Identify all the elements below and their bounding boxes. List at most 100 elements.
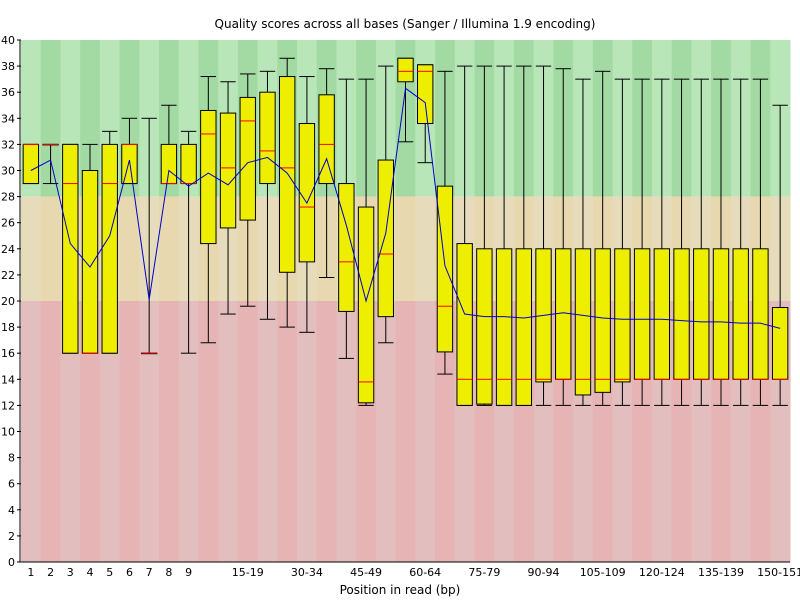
x-tick-label-20: 60-64	[409, 566, 441, 579]
box-body-11	[239, 96, 256, 221]
box-13	[279, 57, 296, 328]
box-body-32	[653, 248, 671, 380]
box-24	[495, 65, 513, 406]
box-21	[436, 70, 454, 375]
chart-title: Quality scores across all bases (Sanger …	[215, 17, 596, 31]
x-tick-label-11: 15-19	[232, 566, 264, 579]
band-2-1	[40, 301, 61, 562]
y-tick-label-11: 22	[1, 269, 15, 282]
band-2-4	[99, 301, 121, 562]
box-body-0	[22, 143, 40, 185]
box-9	[200, 76, 217, 344]
box-4	[101, 130, 118, 354]
box-body-15	[318, 94, 335, 185]
band-2-6	[139, 301, 160, 562]
band-2-21	[435, 301, 456, 562]
x-tick-label-1: 2	[47, 566, 54, 579]
box-11	[239, 73, 256, 307]
box-body-3	[81, 170, 99, 354]
box-body-22	[456, 243, 473, 406]
y-tick-label-17: 34	[1, 112, 15, 125]
box-0	[22, 143, 40, 185]
box-34	[693, 78, 710, 406]
band-2-5	[119, 301, 140, 562]
box-10	[219, 81, 237, 315]
box-body-19	[397, 57, 414, 83]
band-0-3	[80, 40, 101, 197]
box-body-14	[298, 123, 316, 263]
y-tick-label-4: 8	[8, 452, 15, 465]
box-body-23	[476, 248, 493, 405]
box-body-2	[62, 143, 79, 354]
box-body-34	[693, 248, 710, 380]
y-tick-label-12: 24	[1, 243, 15, 256]
x-tick-label-23: 75-79	[468, 566, 500, 579]
x-tick-label-17: 45-49	[350, 566, 382, 579]
band-1-19	[395, 196, 416, 301]
box-31	[633, 78, 651, 406]
box-body-7	[160, 143, 178, 185]
band-2-19	[395, 301, 416, 562]
x-tick-label-2: 3	[67, 566, 74, 579]
box-8	[180, 130, 197, 354]
band-1-1	[40, 196, 61, 301]
x-tick-label-3: 4	[87, 566, 94, 579]
x-tick-label-29: 105-109	[580, 566, 626, 579]
box-2	[62, 143, 79, 354]
y-tick-label-16: 32	[1, 138, 15, 151]
band-2-0	[21, 301, 42, 562]
band-2-14	[297, 301, 318, 562]
box-36	[732, 78, 749, 406]
box-body-25	[515, 248, 532, 406]
box-25	[515, 65, 532, 406]
band-2-20	[415, 301, 436, 562]
band-2-16	[336, 301, 357, 562]
band-0-1	[40, 40, 61, 197]
box-body-38	[771, 307, 789, 380]
x-tick-label-35: 135-139	[698, 566, 744, 579]
y-tick-label-3: 6	[8, 478, 15, 491]
y-tick-label-14: 28	[1, 191, 15, 204]
box-37	[752, 78, 769, 406]
box-33	[673, 78, 690, 406]
x-tick-label-0: 1	[27, 566, 34, 579]
box-23	[476, 65, 493, 406]
box-14	[298, 76, 316, 333]
box-32	[653, 78, 671, 406]
box-38	[771, 104, 789, 406]
box-body-27	[555, 248, 572, 380]
band-2-10	[218, 301, 239, 562]
box-body-36	[732, 248, 749, 380]
y-tick-label-7: 14	[1, 373, 15, 386]
y-tick-label-15: 30	[1, 165, 15, 178]
band-2-8	[178, 301, 199, 562]
box-body-29	[594, 248, 611, 393]
box-30	[614, 78, 631, 406]
box-22	[456, 65, 473, 406]
box-1	[42, 143, 59, 185]
y-tick-label-6: 12	[1, 399, 15, 412]
y-tick-label-9: 18	[1, 321, 15, 334]
band-2-15	[316, 301, 337, 562]
box-body-20	[417, 64, 434, 125]
box-body-21	[436, 185, 454, 353]
band-2-9	[198, 301, 219, 562]
band-1-7	[159, 196, 180, 301]
x-tick-label-26: 90-94	[528, 566, 560, 579]
band-2-7	[159, 301, 180, 562]
y-tick-label-8: 16	[1, 347, 15, 360]
box-body-24	[495, 248, 513, 406]
box-body-16	[338, 183, 355, 312]
box-body-13	[279, 76, 296, 273]
y-tick-label-2: 4	[8, 504, 15, 517]
box-body-30	[614, 248, 631, 383]
box-body-28	[574, 248, 592, 396]
band-1-20	[415, 196, 436, 301]
box-20	[417, 64, 434, 164]
x-tick-label-7: 8	[165, 566, 172, 579]
y-tick-label-10: 20	[1, 295, 15, 308]
mean-line	[30, 87, 781, 329]
x-axis-label: Position in read (bp)	[340, 583, 461, 597]
